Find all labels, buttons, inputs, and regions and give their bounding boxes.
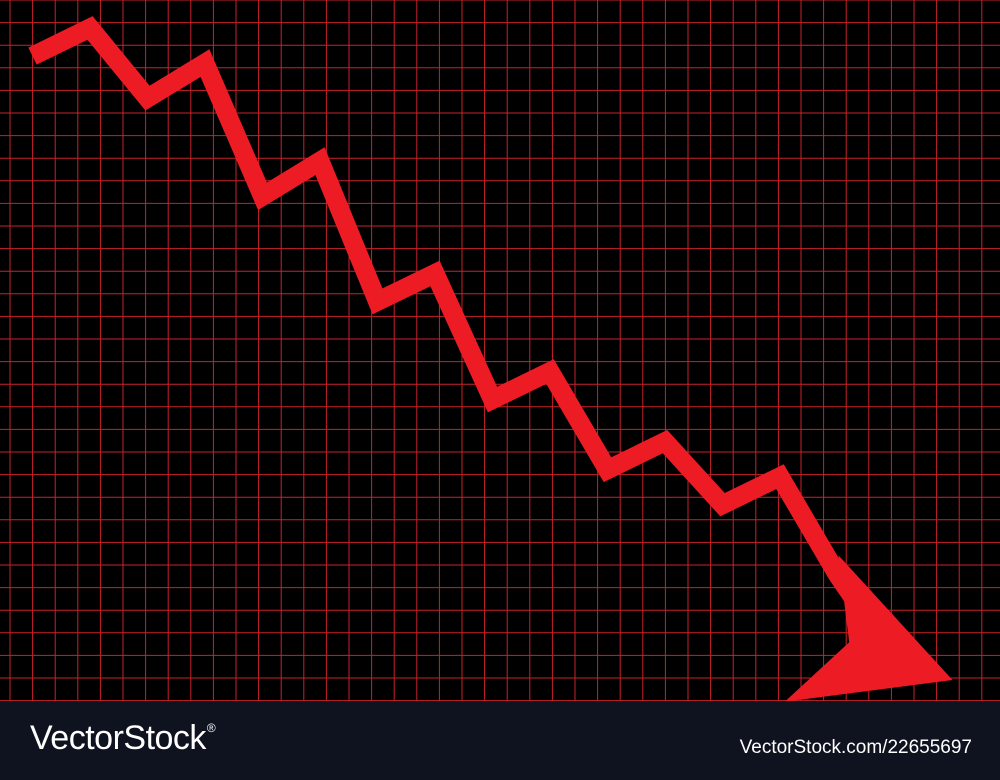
arrowhead — [785, 555, 953, 701]
arrow-shaft — [845, 633, 899, 668]
logo-text: VectorStock — [30, 719, 206, 757]
grid — [0, 0, 1000, 701]
chart — [0, 0, 1000, 701]
footer-bar: VectorStock® VectorStock.com/22655697 — [0, 701, 1000, 780]
image-id: VectorStock.com/22655697 — [739, 737, 972, 758]
registered-mark: ® — [206, 721, 216, 735]
series-line — [28, 16, 903, 665]
series-marks — [28, 16, 953, 701]
vectorstock-logo: VectorStock® — [30, 719, 216, 758]
